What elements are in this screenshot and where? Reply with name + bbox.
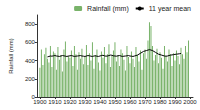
svg-text:0: 0 xyxy=(31,94,35,100)
svg-text:1960: 1960 xyxy=(123,99,137,105)
svg-text:2000: 2000 xyxy=(183,99,197,105)
svg-text:1980: 1980 xyxy=(153,99,167,105)
svg-text:200: 200 xyxy=(25,76,36,82)
svg-text:1900: 1900 xyxy=(33,99,47,105)
svg-text:1970: 1970 xyxy=(138,99,152,105)
svg-text:1990: 1990 xyxy=(168,99,182,105)
svg-text:1940: 1940 xyxy=(93,99,107,105)
svg-text:800: 800 xyxy=(25,21,36,27)
svg-text:1930: 1930 xyxy=(78,99,92,105)
svg-text:11 year mean: 11 year mean xyxy=(149,5,191,13)
svg-text:600: 600 xyxy=(25,39,36,45)
svg-text:Rainfall (mm): Rainfall (mm) xyxy=(8,38,14,74)
svg-text:Rainfall (mm): Rainfall (mm) xyxy=(87,5,129,13)
svg-text:1920: 1920 xyxy=(63,99,77,105)
svg-text:1950: 1950 xyxy=(108,99,122,105)
svg-text:400: 400 xyxy=(25,58,36,64)
svg-text:1910: 1910 xyxy=(48,99,62,105)
